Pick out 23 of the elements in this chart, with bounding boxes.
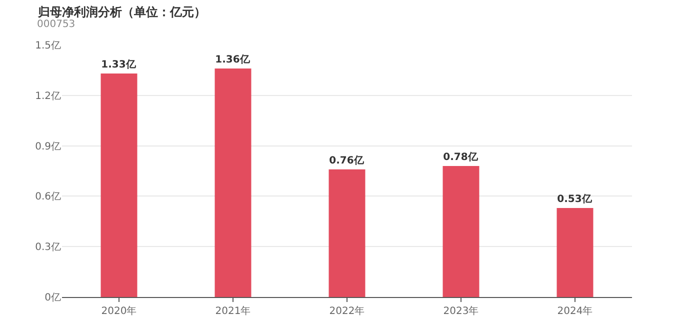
x-tick-label: 2022年 bbox=[329, 305, 365, 317]
y-tick-label: 1.5亿 bbox=[35, 40, 61, 52]
data-label: 1.33亿 bbox=[101, 58, 137, 71]
chart-title: 归母净利润分析（单位：亿元） bbox=[37, 5, 206, 19]
bar bbox=[100, 74, 138, 297]
y-tick-label: 1.2亿 bbox=[35, 90, 61, 102]
bar bbox=[442, 166, 480, 297]
bar bbox=[214, 68, 252, 297]
data-label: 1.36亿 bbox=[215, 54, 251, 66]
x-tick-label: 2024年 bbox=[557, 305, 593, 317]
bar bbox=[556, 208, 594, 297]
x-tick-label: 2023年 bbox=[443, 305, 479, 317]
y-tick-label: 0.9亿 bbox=[35, 141, 61, 152]
data-label: 0.78亿 bbox=[443, 150, 479, 163]
bar bbox=[328, 169, 366, 297]
x-tick-label: 2020年 bbox=[101, 305, 137, 317]
y-tick-label: 0.3亿 bbox=[35, 242, 61, 254]
y-tick-label: 0.6亿 bbox=[35, 192, 61, 203]
x-tick-label: 2021年 bbox=[215, 305, 251, 317]
data-label: 0.76亿 bbox=[329, 154, 365, 166]
y-tick-label: 0亿 bbox=[44, 292, 61, 304]
data-label: 0.53亿 bbox=[557, 192, 593, 205]
chart-subtitle: 000753 bbox=[37, 19, 76, 30]
